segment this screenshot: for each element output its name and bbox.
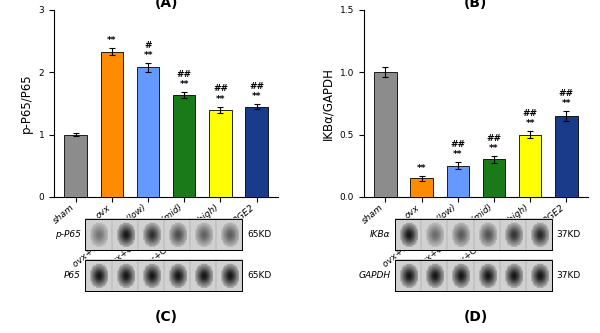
Text: P65: P65: [64, 271, 81, 280]
Text: 65KD: 65KD: [247, 271, 271, 280]
Bar: [85, 260, 242, 291]
Bar: [85, 219, 242, 250]
Bar: [410, 178, 433, 197]
Text: IKBα: IKBα: [370, 230, 391, 239]
Bar: [395, 260, 552, 291]
Bar: [173, 95, 196, 197]
Bar: [245, 107, 268, 197]
Y-axis label: IKBα/GAPDH: IKBα/GAPDH: [321, 67, 334, 140]
Text: ##: ##: [523, 109, 538, 118]
Text: 37KD: 37KD: [557, 230, 581, 239]
Text: p-P65: p-P65: [55, 230, 81, 239]
Text: **: **: [216, 95, 225, 104]
Text: **: **: [179, 80, 189, 89]
Bar: [64, 135, 87, 197]
Bar: [137, 67, 160, 197]
Bar: [446, 166, 469, 197]
Text: ##: ##: [213, 85, 228, 94]
Text: ##: ##: [487, 134, 502, 143]
Bar: [209, 110, 232, 197]
Text: 37KD: 37KD: [557, 271, 581, 280]
Text: (D): (D): [464, 310, 488, 324]
Text: **: **: [252, 92, 262, 101]
Bar: [519, 135, 541, 197]
Text: **: **: [107, 36, 116, 45]
Text: **: **: [417, 164, 426, 173]
Text: **: **: [489, 144, 499, 153]
Bar: [85, 219, 242, 250]
Title: (B): (B): [464, 0, 488, 10]
Bar: [395, 219, 552, 250]
Bar: [101, 52, 123, 197]
Bar: [374, 72, 397, 197]
Y-axis label: p-P65/P65: p-P65/P65: [20, 74, 33, 133]
Bar: [555, 116, 578, 197]
Text: **: **: [562, 99, 571, 108]
Text: GAPDH: GAPDH: [358, 271, 391, 280]
Bar: [395, 219, 552, 250]
Text: **: **: [143, 51, 153, 60]
Text: ##: ##: [177, 70, 192, 79]
Text: #: #: [145, 41, 152, 50]
Text: ##: ##: [559, 89, 574, 98]
Text: **: **: [526, 119, 535, 128]
Text: ##: ##: [450, 140, 465, 149]
Bar: [85, 260, 242, 291]
Bar: [395, 260, 552, 291]
Bar: [482, 160, 505, 197]
Text: **: **: [453, 150, 463, 159]
Text: ##: ##: [249, 82, 264, 91]
Title: (A): (A): [154, 0, 178, 10]
Text: 65KD: 65KD: [247, 230, 271, 239]
Text: (C): (C): [155, 310, 178, 324]
